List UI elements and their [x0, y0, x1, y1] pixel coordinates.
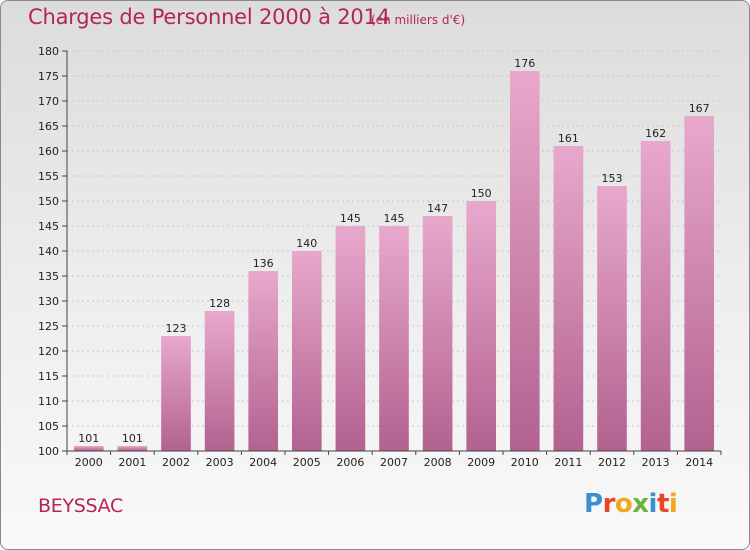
bar-2012: [597, 186, 627, 451]
bar-2000: [73, 446, 104, 451]
x-tick-label: 2007: [380, 456, 408, 469]
proxiti-logo: Proxiti: [584, 489, 678, 519]
logo-letter: i: [668, 489, 678, 519]
x-tick-label: 2011: [554, 456, 582, 469]
bar-2004: [248, 271, 279, 451]
y-tick-label: 180: [38, 45, 59, 58]
logo-letter: i: [648, 489, 658, 519]
bar-2002: [161, 336, 191, 451]
y-tick-label: 150: [38, 195, 59, 208]
chart-subtitle: (en milliers d'€): [371, 13, 466, 27]
bar-2009: [466, 201, 497, 451]
bar-2010: [509, 71, 540, 451]
y-tick-label: 155: [38, 170, 59, 183]
bar-2007: [379, 226, 409, 451]
logo-letter: r: [602, 489, 616, 519]
y-tick-label: 105: [38, 420, 59, 433]
y-tick-label: 120: [38, 345, 59, 358]
data-label: 176: [514, 57, 535, 70]
x-tick-label: 2000: [75, 456, 103, 469]
x-tick-label: 2009: [467, 456, 495, 469]
logo-letter: t: [656, 489, 669, 519]
chart-title: Charges de Personnel 2000 à 2014: [28, 5, 390, 29]
x-tick-label: 2013: [642, 456, 670, 469]
data-label: 128: [209, 297, 230, 310]
bar-2011: [553, 146, 584, 451]
commune-name: BEYSSAC: [38, 495, 123, 517]
x-tick-label: 2008: [424, 456, 452, 469]
bar-2006: [335, 226, 366, 451]
data-label: 101: [78, 432, 99, 445]
data-label: 136: [253, 257, 274, 270]
y-tick-label: 170: [38, 95, 59, 108]
x-tick-label: 2004: [249, 456, 277, 469]
y-tick-label: 175: [38, 70, 59, 83]
y-tick-label: 110: [38, 395, 59, 408]
data-label: 101: [122, 432, 143, 445]
y-tick-label: 115: [38, 370, 59, 383]
bar-2003: [204, 311, 235, 451]
data-label: 147: [427, 202, 448, 215]
data-label: 150: [471, 187, 492, 200]
logo-letter: x: [632, 489, 649, 519]
y-tick-label: 145: [38, 220, 59, 233]
x-tick-label: 2002: [162, 456, 190, 469]
x-tick-label: 2005: [293, 456, 321, 469]
x-tick-label: 2003: [206, 456, 234, 469]
x-tick-label: 2001: [118, 456, 146, 469]
bar-2001: [117, 446, 148, 451]
x-tick-label: 2006: [336, 456, 364, 469]
bar-2008: [422, 216, 453, 451]
bar-2005: [291, 251, 322, 451]
logo-letter: o: [614, 489, 633, 519]
logo-letter: P: [584, 489, 603, 519]
data-label: 162: [645, 127, 666, 140]
y-tick-label: 160: [38, 145, 59, 158]
bar-2013: [640, 141, 671, 451]
data-label: 145: [340, 212, 361, 225]
y-tick-label: 165: [38, 120, 59, 133]
bar-2014: [684, 116, 715, 451]
x-tick-label: 2010: [511, 456, 539, 469]
y-tick-label: 140: [38, 245, 59, 258]
y-tick-label: 125: [38, 320, 59, 333]
y-tick-label: 135: [38, 270, 59, 283]
data-label: 145: [384, 212, 405, 225]
data-label: 167: [689, 102, 710, 115]
y-tick-label: 100: [38, 445, 59, 458]
x-tick-label: 2012: [598, 456, 626, 469]
x-tick-label: 2014: [685, 456, 713, 469]
data-label: 123: [166, 322, 187, 335]
data-label: 153: [602, 172, 623, 185]
data-label: 161: [558, 132, 579, 145]
y-tick-label: 130: [38, 295, 59, 308]
data-label: 140: [296, 237, 317, 250]
